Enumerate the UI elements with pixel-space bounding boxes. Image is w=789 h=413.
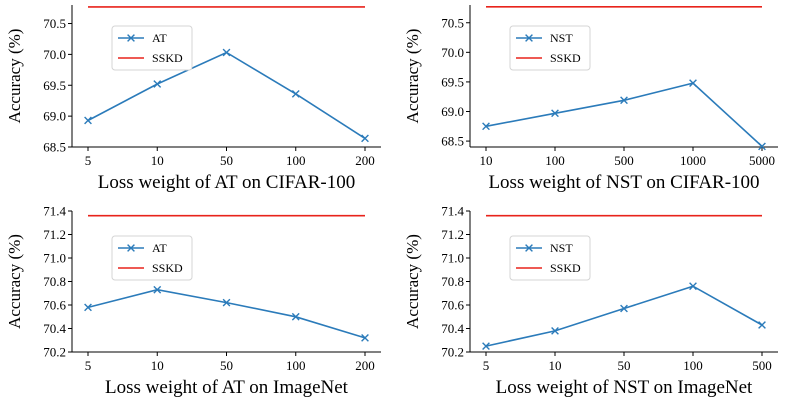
- data-point-marker: [291, 312, 300, 321]
- x-tick-label: 500: [752, 358, 772, 373]
- data-point-marker: [222, 48, 231, 57]
- legend-label-at: AT: [152, 31, 167, 45]
- data-point-marker: [551, 109, 559, 118]
- x-tick-label: 50: [618, 358, 631, 373]
- x-tick-label: 200: [355, 358, 375, 373]
- x-tick-label: 100: [286, 358, 306, 373]
- x-tick-label: 50: [220, 358, 233, 373]
- y-axis-label: Accuracy (%): [5, 234, 24, 329]
- y-tick-label: 71.4: [441, 204, 464, 219]
- chart-panel-3: 70.2 70.4 70.6 70.8 71.0 71.2 71.4 5 10 50 100 200 L…: [5, 204, 381, 398]
- x-tick-label: 10: [480, 153, 493, 168]
- x-axis-label: Loss weight of AT on CIFAR-100: [98, 172, 355, 193]
- x-tick-label: 10: [151, 358, 164, 373]
- x-tick-label: 5000: [749, 153, 775, 168]
- legend: AT SSKD: [111, 235, 193, 281]
- x-tick-label: 100: [683, 358, 703, 373]
- x-tick-label: 10: [549, 358, 562, 373]
- data-point-marker: [482, 122, 490, 131]
- legend-marker: [127, 244, 135, 252]
- y-tick-label: 69.0: [43, 109, 66, 124]
- y-tick-label: 70.8: [441, 274, 464, 289]
- x-tick-label: 50: [220, 153, 233, 168]
- y-tick-label: 70.5: [43, 16, 66, 31]
- legend-marker: [525, 34, 533, 42]
- x-tick-label: 5: [85, 153, 92, 168]
- series-line-nst: [485, 82, 763, 147]
- x-tick-label: 10: [151, 153, 164, 168]
- y-tick-label: 69.5: [43, 78, 66, 93]
- series-line-at: [87, 288, 366, 339]
- y-tick-label: 70.8: [43, 274, 66, 289]
- x-axis-label: Loss weight of NST on CIFAR-100: [488, 172, 759, 193]
- legend: AT SSKD: [111, 25, 193, 71]
- chart-panel-4: 70.2 70.4 70.6 70.8 71.0 71.2 71.4 5 10 50 100 500 L…: [403, 204, 778, 398]
- data-point-marker: [153, 80, 162, 88]
- data-point-marker: [482, 342, 490, 351]
- x-tick-label: 500: [614, 153, 634, 168]
- y-tick-label: 70.5: [441, 15, 464, 30]
- y-axis-label: Accuracy (%): [403, 29, 422, 124]
- y-tick-label: 70.2: [43, 345, 66, 360]
- data-point-marker: [84, 303, 92, 312]
- y-tick-label: 70.4: [441, 321, 464, 336]
- data-point-marker: [689, 79, 697, 87]
- series-line-nst: [485, 285, 763, 347]
- y-tick-label: 70.2: [441, 345, 464, 360]
- legend-marker: [525, 244, 533, 252]
- data-point-marker: [361, 334, 369, 342]
- data-point-marker: [291, 90, 300, 98]
- data-point-marker: [551, 326, 559, 335]
- x-tick-label: 100: [286, 153, 306, 168]
- data-point-marker: [222, 298, 231, 307]
- y-tick-label: 71.0: [43, 251, 66, 266]
- y-tick-label: 71.0: [441, 251, 464, 266]
- y-tick-label: 68.5: [441, 134, 464, 149]
- data-point-marker: [689, 282, 697, 291]
- legend-label-at: AT: [152, 241, 167, 255]
- data-point-marker: [361, 134, 369, 143]
- legend-label-sskd: SSKD: [152, 51, 183, 65]
- x-tick-label: 1000: [680, 153, 706, 168]
- x-axis-label: Loss weight of NST on ImageNet: [496, 377, 753, 398]
- y-tick-label: 70.0: [441, 45, 464, 60]
- y-tick-label: 70.6: [43, 298, 66, 313]
- x-axis-label: Loss weight of AT on ImageNet: [105, 377, 349, 398]
- y-tick-label: 70.0: [43, 47, 66, 62]
- data-point-marker: [84, 116, 92, 125]
- x-tick-label: 200: [355, 153, 375, 168]
- legend-label-sskd: SSKD: [550, 261, 581, 275]
- legend-label-nst: NST: [550, 241, 573, 255]
- y-tick-label: 71.2: [441, 227, 464, 242]
- legend-label-sskd: SSKD: [152, 261, 183, 275]
- x-tick-label: 5: [483, 358, 490, 373]
- x-tick-label: 5: [85, 358, 92, 373]
- y-axis-label: Accuracy (%): [403, 234, 422, 329]
- legend-label-sskd: SSKD: [550, 51, 581, 65]
- data-point-marker: [758, 321, 766, 329]
- legend: NST SSKD: [509, 25, 591, 71]
- data-point-marker: [620, 304, 628, 313]
- legend-label-nst: NST: [550, 31, 573, 45]
- data-point-marker: [758, 142, 766, 151]
- y-tick-label: 71.2: [43, 227, 66, 242]
- y-tick-label: 70.6: [441, 298, 464, 313]
- y-axis-label: Accuracy (%): [5, 29, 24, 124]
- legend-marker: [127, 34, 135, 42]
- y-tick-label: 70.4: [43, 321, 66, 336]
- chart-panel-2: 68.5 69.0 69.5 70.0 70.5 10 100 500 1000 5000 Loss…: [403, 5, 778, 193]
- y-tick-label: 68.5: [43, 140, 66, 155]
- x-tick-label: 100: [545, 153, 565, 168]
- data-point-marker: [153, 285, 162, 294]
- data-point-marker: [620, 96, 628, 105]
- y-tick-label: 69.5: [441, 74, 464, 89]
- legend: NST SSKD: [509, 235, 591, 281]
- y-tick-label: 69.0: [441, 104, 464, 119]
- y-tick-label: 71.4: [43, 204, 66, 219]
